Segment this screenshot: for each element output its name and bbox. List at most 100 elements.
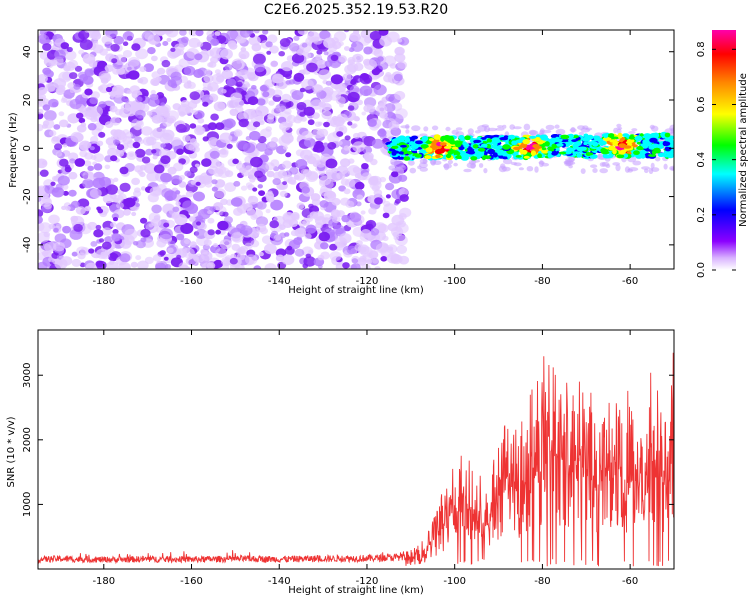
band-halo [655, 156, 661, 162]
noise-blob [88, 60, 98, 68]
noise-blob [376, 104, 388, 114]
noise-blob [394, 53, 406, 63]
noise-blob [54, 143, 63, 151]
band-cell [420, 144, 429, 149]
band-cell [477, 147, 486, 152]
noise-blob [39, 30, 47, 36]
noise-blob [237, 112, 247, 120]
band-halo [419, 162, 428, 169]
noise-blob [156, 30, 164, 37]
band-halo [590, 164, 598, 168]
band-cell [496, 152, 505, 156]
band-halo [391, 168, 399, 172]
noise-blob [351, 258, 358, 264]
band-cell [515, 155, 522, 158]
noise-blob [176, 233, 185, 241]
band-cell [419, 150, 427, 153]
noise-blob [76, 112, 84, 119]
noise-blob [236, 81, 243, 88]
band-cell [555, 143, 564, 147]
noise-blob [102, 241, 112, 250]
noise-blob [151, 55, 158, 62]
band-cell [652, 132, 660, 138]
band-halo [644, 168, 649, 174]
noise-blob [189, 123, 197, 129]
noise-blob [207, 229, 215, 236]
band-cell [529, 135, 537, 139]
noise-blob [346, 245, 357, 255]
band-halo [513, 126, 522, 130]
noise-blob [270, 60, 278, 68]
noise-blob [189, 241, 197, 248]
noise-blob [271, 107, 282, 117]
noise-blob [113, 129, 126, 141]
noise-blob [385, 194, 391, 199]
noise-blob [116, 67, 126, 75]
noise-blob [38, 215, 43, 224]
snr-panel: -180 -160 -140 -120 -100 -80 -60 100020003000 … [6, 329, 675, 596]
noise-blob [374, 266, 381, 269]
band-halo [663, 163, 668, 170]
noise-blob [297, 30, 308, 36]
noise-blob [343, 30, 350, 33]
noise-blob [350, 41, 364, 52]
noise-blob [264, 148, 273, 156]
noise-blob [267, 34, 278, 44]
noise-blob [209, 95, 216, 101]
noise-blob [375, 243, 389, 254]
noise-blob [151, 149, 157, 154]
band-halo [484, 125, 490, 133]
noise-blob [303, 154, 309, 159]
noise-blob [38, 158, 48, 169]
band-cell [498, 149, 504, 153]
noise-blob [189, 91, 201, 101]
noise-blob [307, 31, 320, 42]
noise-blob [135, 48, 149, 60]
noise-blob [371, 138, 384, 149]
band-halo [405, 129, 410, 134]
noise-blob [305, 224, 317, 234]
band-cell [515, 139, 524, 143]
noise-blob [119, 107, 131, 118]
noise-blob [138, 139, 145, 145]
bottom-x-tick-label: -140 [268, 576, 291, 587]
noise-blob [97, 86, 104, 91]
noise-blob [196, 126, 206, 135]
top-y-tick-label: 20 [22, 94, 33, 107]
band-cell [608, 133, 615, 138]
noise-blob [69, 229, 83, 240]
noise-blob [188, 30, 198, 37]
noise-blob [104, 164, 111, 170]
noise-blob [108, 252, 119, 262]
noise-blob [38, 74, 48, 84]
noise-blob [272, 73, 284, 84]
noise-blob [127, 70, 140, 80]
noise-blob [204, 181, 213, 188]
band-halo [409, 167, 417, 174]
noise-blob [315, 54, 322, 61]
noise-blob [270, 199, 284, 211]
noise-blob [183, 82, 192, 89]
noise-blob [62, 190, 69, 196]
noise-blob [235, 162, 245, 171]
noise-blob [116, 150, 125, 157]
noise-blob [370, 228, 380, 236]
band-cell [654, 150, 661, 154]
noise-blob [110, 222, 117, 228]
band-cell [664, 146, 672, 152]
noise-blob [110, 43, 120, 52]
noise-blob [213, 243, 218, 248]
band-halo [523, 123, 531, 131]
noise-blob [105, 184, 119, 195]
noise-blob [111, 58, 118, 64]
bottom-y-tick-label: 3000 [22, 362, 33, 387]
noise-blob [207, 137, 219, 146]
noise-blob [113, 35, 124, 45]
noise-blob [189, 166, 198, 173]
band-halo [497, 125, 504, 129]
noise-blob [330, 54, 339, 62]
noise-blob [254, 170, 264, 179]
noise-blob [175, 123, 187, 133]
noise-blob [84, 205, 91, 212]
noise-blob [109, 105, 118, 113]
